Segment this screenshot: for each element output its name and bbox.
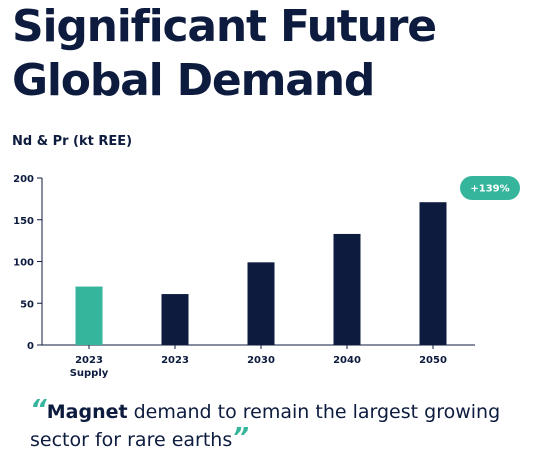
y-axis-label: Nd & Pr (kt REE) — [12, 134, 133, 149]
bar — [75, 286, 103, 345]
y-tick-label: 0 — [27, 341, 34, 352]
bar — [161, 294, 189, 345]
bar-chart: 0 50 100 150 200 2023 Supply 2023 2030 2040 2050 +1… — [13, 174, 520, 379]
bar — [419, 202, 447, 345]
growth-badge-label: +139% — [470, 184, 509, 195]
open-quote-mark: “ — [30, 395, 47, 425]
x-tick-label: 2030 — [247, 355, 275, 366]
title-line-2: Global Demand — [12, 55, 375, 106]
y-tick-label: 50 — [20, 299, 34, 310]
y-tick-label: 200 — [13, 174, 34, 185]
quote-text: “Magnet demand to remain the largest gro… — [30, 395, 530, 454]
quote-bold-word: Magnet — [46, 401, 128, 423]
growth-badge-pill — [460, 176, 520, 200]
title-line-1: Significant Future — [12, 1, 437, 52]
y-tick-label: 100 — [13, 258, 34, 269]
page-title: Significant Future Global Demand — [12, 0, 437, 108]
bar — [333, 233, 361, 345]
close-quote-mark: ” — [232, 423, 249, 453]
y-tick-label: 150 — [13, 216, 34, 227]
bar — [247, 262, 275, 345]
x-tick-label: 2023 — [161, 355, 189, 366]
x-tick-label: 2050 — [419, 355, 447, 366]
x-tick-label: 2040 — [333, 355, 361, 366]
quote-body: demand to remain the largest growing sec… — [30, 401, 501, 451]
x-tick-label: 2023 Supply — [70, 355, 109, 379]
growth-badge: +139% — [460, 176, 520, 200]
